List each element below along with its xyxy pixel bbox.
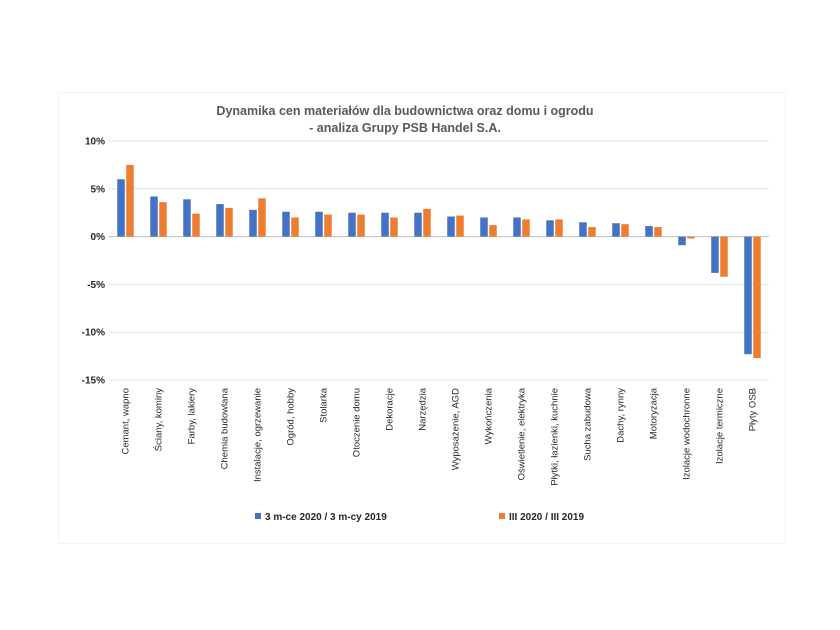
bar-series2 <box>456 215 464 237</box>
bar-series2 <box>291 217 299 237</box>
bar-series1 <box>315 211 323 237</box>
chart-subtitle: - analiza Grupy PSB Handel S.A. <box>309 121 501 135</box>
chart-svg: Dynamika cen materiałów dla budownictwa … <box>82 104 769 523</box>
category-label: Dekoracje <box>385 388 396 431</box>
category-label: Chemia budowlana <box>220 387 231 469</box>
category-labels: Cemant, wapno Ściany, kominy Farby, lakier… <box>121 387 759 485</box>
category-label: Wykończenia <box>484 387 495 444</box>
bar-series2 <box>720 236 728 277</box>
category-label: Płyty OSB <box>748 388 759 431</box>
bar-series2 <box>687 236 695 239</box>
bar-series1 <box>546 220 554 237</box>
bar-series2 <box>423 208 431 237</box>
y-tick-label: -15% <box>82 376 105 387</box>
category-label: Płytki, łazienki, kuchnie <box>550 388 561 486</box>
category-label: Instalacje, ogrzewanie <box>253 388 264 482</box>
bar-series2 <box>192 213 200 237</box>
bar-series1 <box>282 211 290 237</box>
bar-series1 <box>645 226 653 237</box>
bar-series2 <box>654 227 662 237</box>
bar-series2 <box>357 214 365 237</box>
bar-series1 <box>678 236 686 246</box>
bar-series1 <box>117 179 125 237</box>
category-label: Motoryzacja <box>649 387 660 439</box>
legend-label: III 2020 / III 2019 <box>509 512 584 523</box>
category-label: Otoczenie domu <box>352 388 363 457</box>
legend: 3 m-ce 2020 / 3 m-cy 2019 III 2020 / III … <box>255 512 584 523</box>
y-tick-label: -5% <box>87 280 105 291</box>
bar-series2 <box>225 207 233 237</box>
category-label: Izolacje termiczne <box>715 388 726 464</box>
bar-series1 <box>480 217 488 237</box>
bars <box>117 164 761 359</box>
bar-series2 <box>258 198 266 237</box>
legend-swatch <box>255 513 261 519</box>
bar-series2 <box>159 202 167 237</box>
bar-series1 <box>513 217 521 237</box>
bar-series1 <box>711 236 719 273</box>
category-label: Sucha zabudowa <box>583 387 594 461</box>
category-label: Cemant, wapno <box>121 388 132 455</box>
bar-series1 <box>348 212 356 237</box>
category-label: Farby, lakiery <box>187 388 198 445</box>
gridlines <box>109 140 769 381</box>
y-axis: 10% 5% 0% -5% -10% -15% <box>82 137 105 387</box>
legend-swatch <box>499 513 505 519</box>
bar-series1 <box>381 212 389 237</box>
bar-series2 <box>753 236 761 359</box>
bar-series2 <box>522 219 530 237</box>
category-label: Stolarka <box>319 387 330 423</box>
bar-series1 <box>183 199 191 237</box>
chart-title: Dynamika cen materiałów dla budownictwa … <box>216 104 593 118</box>
bar-series1 <box>414 212 422 237</box>
bar-series2 <box>489 225 497 237</box>
y-tick-label: 10% <box>85 137 105 148</box>
category-label: Wyposażenie, AGD <box>451 388 462 470</box>
bar-series2 <box>621 224 629 237</box>
bar-series2 <box>588 227 596 237</box>
bar-series1 <box>744 236 752 355</box>
bar-series1 <box>447 216 455 237</box>
y-tick-label: -10% <box>82 328 105 339</box>
bar-series1 <box>579 222 587 237</box>
bar-series1 <box>612 223 620 237</box>
bar-series2 <box>390 217 398 237</box>
category-label: Ściany, kominy <box>153 388 165 451</box>
category-label: Dachy, rynny <box>616 388 627 443</box>
bar-series2 <box>324 214 332 237</box>
bar-series1 <box>216 204 224 237</box>
legend-label: 3 m-ce 2020 / 3 m-cy 2019 <box>265 512 387 523</box>
bar-series2 <box>126 164 134 237</box>
chart-frame: Dynamika cen materiałów dla budownictwa … <box>58 92 786 544</box>
category-label: Oświetlenie, elektryka <box>517 387 528 480</box>
bar-series1 <box>249 209 257 237</box>
y-tick-label: 5% <box>91 184 106 195</box>
y-tick-label: 0% <box>91 232 106 243</box>
category-label: Narzędzia <box>418 387 429 430</box>
bar-series2 <box>555 219 563 237</box>
category-label: Ogród, hobby <box>286 388 297 446</box>
bar-series1 <box>150 196 158 237</box>
category-label: Izolacje wodochronne <box>682 388 693 480</box>
